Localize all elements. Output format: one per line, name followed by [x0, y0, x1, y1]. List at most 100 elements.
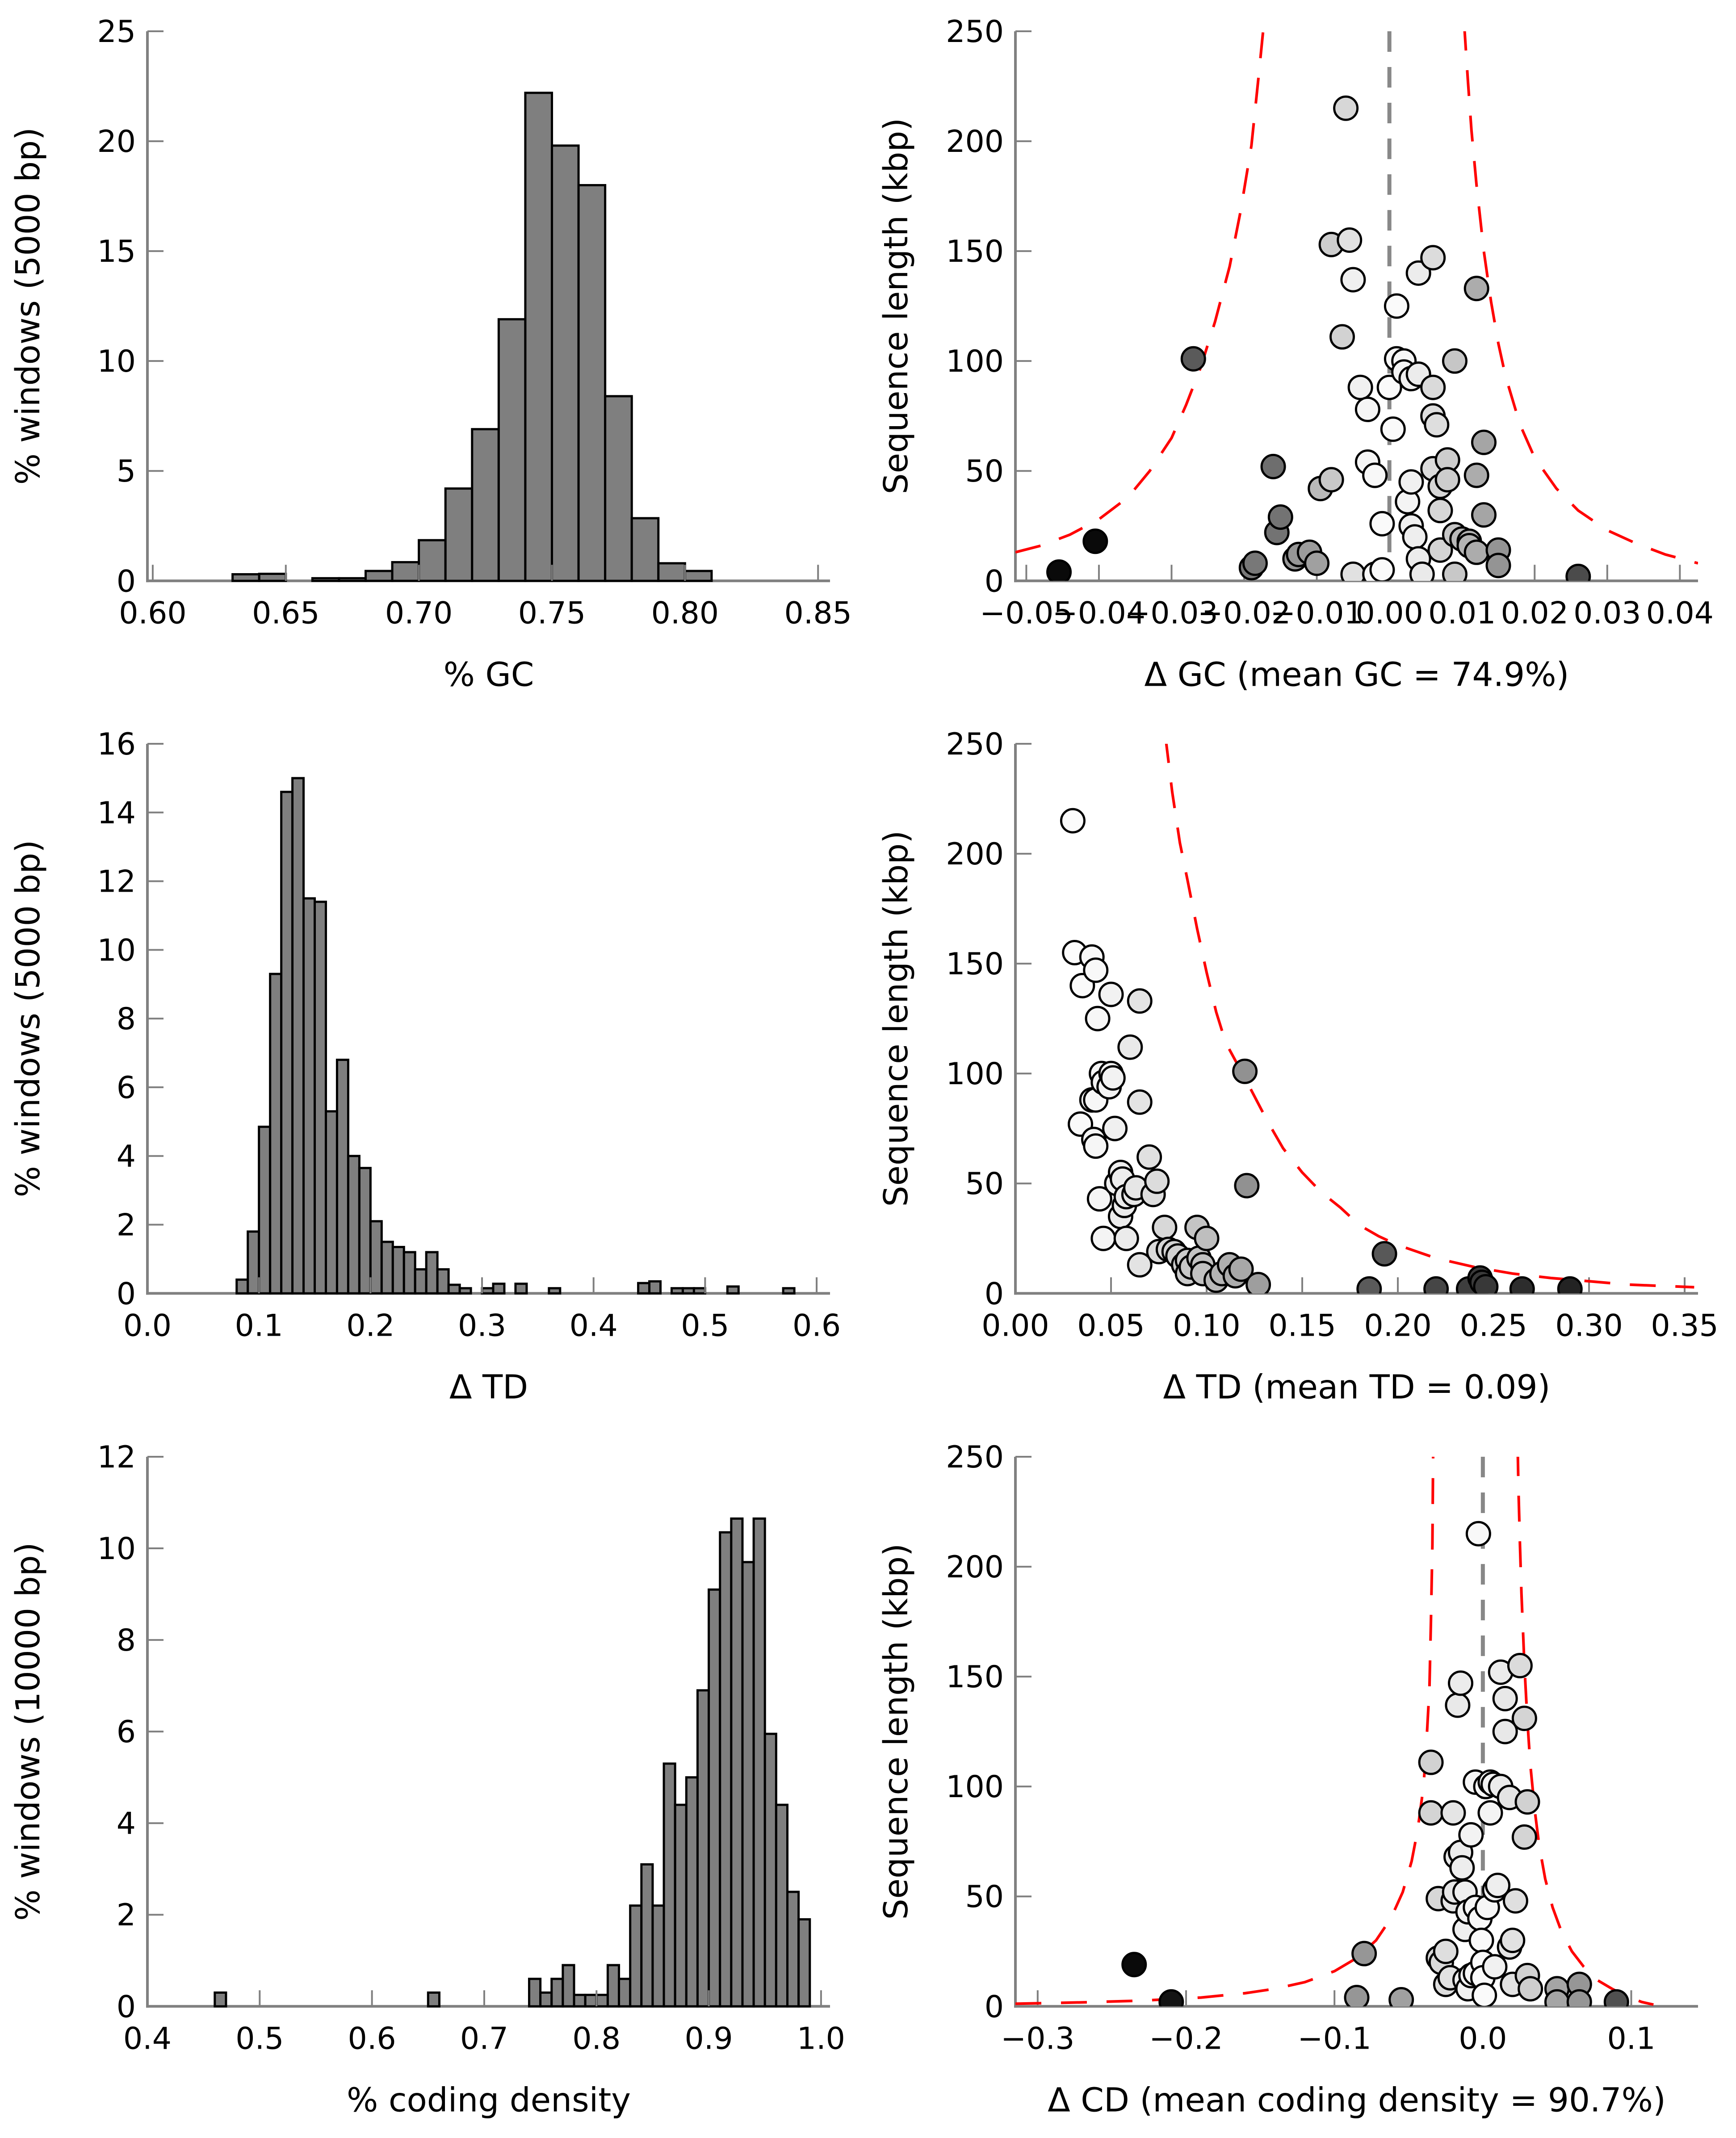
histogram-bar [391, 561, 420, 582]
histogram-bar [663, 1762, 676, 2008]
panel-coding-density-histogram: 0.4 0.5 0.6 0.7 0.8 0.9 1.0 0 2 4 6 8 10 12 % coding d… [0, 1425, 868, 2138]
scatter-point [1371, 1241, 1397, 1267]
scatter-point [1369, 511, 1395, 537]
histogram-bar [391, 1246, 405, 1295]
histogram-bar [280, 791, 294, 1295]
scatter-point [1136, 1144, 1162, 1170]
scatter-point [1329, 324, 1355, 350]
histogram-bar [604, 395, 633, 582]
x-tick-label: 0.3 [458, 1308, 506, 1344]
y-tick-label: 0 [985, 1989, 1004, 2025]
histogram-bar [524, 92, 553, 582]
scatter-point [1500, 1927, 1526, 1953]
scatter-point [1507, 1652, 1533, 1678]
y-tick-label: 50 [965, 454, 1004, 489]
x-tick-label: −0.01 [1270, 595, 1363, 631]
scatter-point [1158, 1989, 1184, 2006]
histogram-bar [403, 1251, 416, 1295]
x-tick-label: 0.00 [1355, 595, 1423, 631]
scatter-point [1121, 1951, 1147, 1977]
histogram-bar [269, 973, 283, 1295]
scatter-point [1340, 267, 1366, 293]
scatter-point [1347, 374, 1373, 400]
histogram-bar [683, 570, 713, 582]
histogram-bar [444, 487, 474, 582]
histogram-bar [584, 1993, 598, 2008]
gc-histogram-svg: 0.60 0.65 0.70 0.75 0.80 0.85 0 5 10 15 20 25 % GC % … [9, 14, 852, 694]
histogram-bar [573, 1993, 587, 2008]
scatter-point [1468, 1927, 1494, 1953]
x-tick-label: 0.25 [1459, 1308, 1527, 1344]
histogram-bar [730, 1517, 744, 2008]
x-tick-label: 0.4 [123, 2021, 172, 2056]
histogram-bar [692, 1287, 706, 1295]
histogram-bar [458, 1287, 472, 1295]
y-tick-label: 200 [946, 124, 1004, 159]
scatter-point [1232, 1059, 1258, 1085]
y-tick-label: 0 [985, 564, 1004, 599]
histogram-bar [324, 1110, 338, 1295]
confidence-bound-curve [1165, 744, 1694, 1289]
scatter-point [1471, 502, 1497, 528]
x-axis-label: % GC [444, 655, 534, 694]
histogram-bar [314, 901, 327, 1295]
scatter-point [1420, 374, 1446, 400]
histogram-bar [425, 1251, 439, 1295]
y-tick-label: 20 [97, 124, 136, 159]
scatter-point [1511, 1824, 1537, 1850]
scatter-point [1304, 550, 1330, 576]
histogram-bar [782, 1287, 796, 1295]
scatter-point [1362, 462, 1388, 488]
x-tick-label: 0.6 [348, 2021, 396, 2056]
x-tick-label: 0.02 [1501, 595, 1568, 631]
histogram-bar [630, 517, 660, 582]
histogram-bar [651, 1904, 665, 2008]
confidence-bound-curve [1463, 31, 1698, 565]
scatter-point [1098, 981, 1124, 1007]
histogram-bar [302, 897, 316, 1295]
y-tick-label: 0 [985, 1277, 1004, 1312]
x-tick-label: 0.1 [235, 1308, 283, 1344]
x-tick-label: −0.05 [980, 595, 1073, 631]
y-tick-label: 0 [117, 564, 136, 599]
scatter-point [1267, 504, 1293, 530]
scatter-point [1369, 557, 1395, 581]
scatter-point [1144, 1169, 1170, 1195]
scatter-point [1127, 1089, 1153, 1115]
y-axis-label: % windows (5000 bp) [9, 127, 47, 485]
x-tick-label: 0.7 [460, 2021, 508, 2056]
x-tick-label: 0.0 [1459, 2021, 1507, 2056]
histogram-bar [548, 1287, 562, 1295]
scatter-point [1463, 539, 1489, 565]
scatter-point [1083, 1133, 1109, 1159]
histogram-bar [752, 1517, 766, 2008]
x-tick-label: 0.01 [1428, 595, 1496, 631]
scatter-point [1423, 1276, 1449, 1294]
histogram-bar [595, 1993, 609, 2008]
delta-cd-scatter-svg: −0.3 −0.2 −0.1 0.0 0.1 0 50 100 150 200 250 Δ CD (m… [877, 1440, 1698, 2119]
x-tick-label: 0.85 [784, 595, 851, 631]
scatter-point [1458, 1822, 1484, 1848]
y-tick-label: 12 [97, 1440, 136, 1475]
scatter-point [1152, 1215, 1178, 1241]
histogram-bars [231, 92, 713, 582]
scatter-point [1083, 957, 1109, 983]
scatter-point [1427, 537, 1453, 563]
x-tick-label: 0.15 [1268, 1308, 1336, 1344]
scatter-point [1566, 1989, 1592, 2006]
scatter-point [1482, 1954, 1508, 1979]
y-tick-label: 16 [97, 727, 136, 762]
scatter-point [1090, 1226, 1116, 1252]
histogram-bar [214, 1991, 227, 2008]
scatter-layer [1060, 744, 1694, 1294]
histogram-bar [471, 428, 500, 582]
y-axis-label: Sequence length (kbp) [877, 118, 915, 495]
scatter-point [1442, 562, 1468, 581]
histogram-bar [562, 1964, 575, 2008]
histogram-bar [335, 1059, 349, 1295]
confidence-bound-curve [1516, 1456, 1654, 2006]
x-tick-label: 0.10 [1173, 1308, 1240, 1344]
scatter-point [1409, 562, 1435, 581]
histogram-bar [577, 184, 607, 582]
